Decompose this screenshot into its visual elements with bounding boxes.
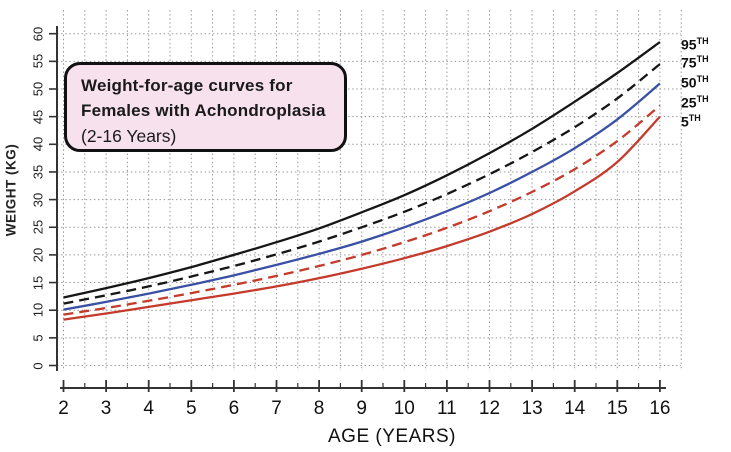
x-tick-label-14: 14	[564, 398, 586, 419]
x-tick-label-13: 13	[521, 398, 543, 419]
x-axis-title: AGE (YEARS)	[328, 426, 456, 447]
chart-title-line2: Females with Achondroplasia	[81, 101, 326, 120]
axes	[49, 26, 666, 392]
x-tick-label-15: 15	[606, 398, 628, 419]
curve-25th-percentile	[63, 104, 661, 316]
chart-title-line1: Weight-for-age curves for	[81, 76, 293, 95]
x-tick-label-11: 11	[437, 398, 457, 419]
y-tick-label-60: 60	[30, 26, 46, 41]
x-tick-label-2: 2	[58, 398, 69, 419]
y-tick-label-10: 10	[30, 302, 46, 318]
x-tick-label-16: 16	[649, 398, 671, 419]
percentile-label-75th: 75TH	[681, 54, 709, 71]
y-tick-label-25: 25	[30, 220, 46, 235]
x-tick-label-12: 12	[478, 398, 501, 419]
y-tick-label-50: 50	[30, 81, 46, 97]
x-tick-label-9: 9	[356, 398, 367, 419]
y-tick-label-35: 35	[30, 164, 46, 180]
x-tick-label-5: 5	[186, 398, 197, 419]
percentile-label-95th: 95TH	[681, 36, 709, 53]
chart-title-line3: (2-16 Years)	[81, 126, 177, 146]
curves	[63, 41, 661, 321]
x-tick-label-8: 8	[313, 398, 325, 419]
x-tick-label-6: 6	[228, 398, 240, 419]
percentile-label-50th: 50TH	[681, 74, 709, 91]
y-tick-label-0: 0	[30, 361, 46, 370]
curve-75th-percentile	[63, 63, 661, 305]
y-tick-label-45: 45	[30, 109, 46, 124]
x-tick-label-4: 4	[143, 398, 154, 419]
y-tick-label-20: 20	[30, 247, 46, 263]
x-tick-label-10: 10	[393, 398, 415, 419]
y-tick-label-55: 55	[30, 54, 46, 69]
percentile-label-5th: 5TH	[681, 113, 701, 130]
y-tick-label-5: 5	[30, 334, 46, 342]
percentile-label-25th: 25TH	[681, 94, 709, 111]
grid	[57, 10, 682, 371]
x-tick-label-7: 7	[271, 398, 282, 419]
curve-5th-percentile	[63, 115, 661, 321]
curve-95th-percentile	[63, 41, 661, 299]
y-axis-title: WEIGHT (KG)	[3, 143, 19, 237]
y-tick-label-40: 40	[30, 137, 46, 152]
chart-title-box: Weight-for-age curves for Females with A…	[64, 62, 347, 152]
y-tick-label-30: 30	[30, 192, 46, 207]
y-tick-label-15: 15	[30, 275, 46, 290]
curve-50th-percentile	[63, 82, 661, 311]
x-tick-label-3: 3	[100, 398, 112, 419]
